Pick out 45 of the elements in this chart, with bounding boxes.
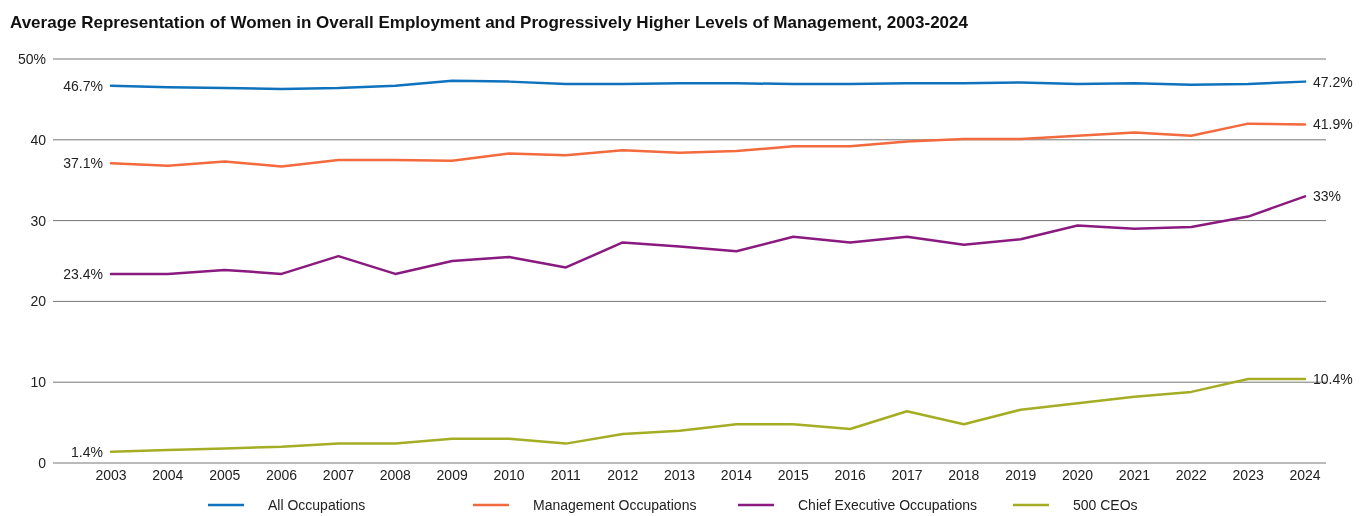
y-tick-label: 20	[30, 293, 47, 310]
x-tick-label: 2007	[322, 467, 355, 483]
x-tick-label: 2022	[1175, 467, 1208, 483]
data-label: 46.7%	[63, 77, 103, 94]
data-label: 1.4%	[71, 443, 103, 460]
x-tick-label: 2006	[265, 467, 298, 483]
legend-label: Chief Executive Occupations	[798, 497, 977, 513]
data-label: 33%	[1313, 188, 1342, 205]
legend-label: 500 CEOs	[1073, 497, 1138, 513]
data-label: 37.1%	[63, 155, 103, 172]
line-series	[109, 377, 1307, 453]
x-tick-label: 2010	[493, 467, 525, 483]
x-tick-label: 2020	[1061, 467, 1094, 483]
chart-title: Average Representation of Women in Overall Employment and Progressively Higher Levels of Management, 2003-2024	[10, 13, 969, 32]
x-tick-label: 2014	[720, 467, 753, 483]
line-series	[109, 122, 1307, 168]
data-label: 10.4%	[1313, 370, 1353, 387]
x-tick-label: 2019	[1005, 467, 1037, 483]
line-series	[109, 79, 1307, 91]
y-tick-label: 0	[38, 455, 47, 471]
x-tick-label: 2004	[152, 467, 184, 483]
x-tick-label: 2015	[777, 467, 810, 483]
data-label: 47.2%	[1313, 73, 1353, 90]
x-tick-label: 2016	[834, 467, 866, 483]
y-tick-label: 30	[30, 212, 47, 229]
x-tick-label: 2008	[379, 467, 412, 483]
x-tick-label: 2021	[1118, 467, 1151, 483]
legend-label: All Occupations	[268, 497, 366, 513]
y-tick-label: 50%	[17, 51, 46, 67]
y-tick-label: 40	[30, 131, 47, 148]
line-series	[109, 195, 1307, 276]
x-tick-label: 2011	[550, 467, 582, 483]
x-tick-label: 2003	[95, 467, 127, 483]
x-tick-label: 2009	[436, 467, 468, 483]
data-label: 41.9%	[1313, 116, 1353, 133]
data-label: 23.4%	[63, 265, 103, 282]
x-tick-label: 2005	[209, 467, 241, 483]
x-tick-label: 2024	[1289, 467, 1321, 483]
x-tick-label: 2017	[891, 467, 923, 483]
legend-label: Management Occupations	[533, 497, 697, 513]
x-tick-label: 2018	[948, 467, 980, 483]
x-tick-label: 2013	[663, 467, 696, 483]
x-tick-label: 2012	[607, 467, 639, 483]
y-tick-label: 10	[30, 374, 47, 391]
x-tick-label: 2023	[1232, 467, 1264, 483]
